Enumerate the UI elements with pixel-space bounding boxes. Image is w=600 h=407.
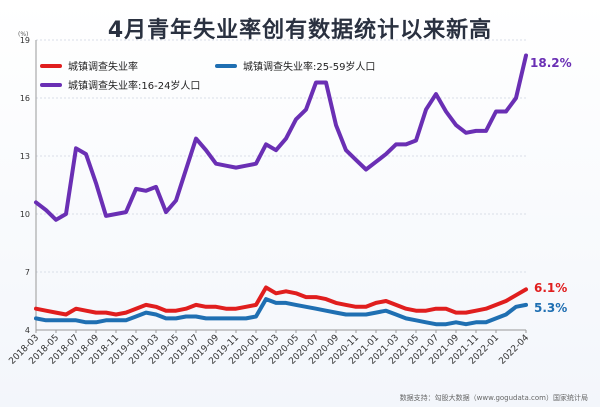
legend-label-25-59: 城镇调查失业率:25-59岁人口 <box>243 62 376 73</box>
legend-swatch-25-59 <box>215 63 237 68</box>
y-tick-label: 13 <box>20 152 30 161</box>
y-tick-label: 10 <box>20 210 30 219</box>
legend-swatch-16-24 <box>40 82 62 87</box>
legend-item-total: 城镇调查失业率 <box>40 58 138 73</box>
y-tick-label: 7 <box>25 268 30 277</box>
legend-item-25-59: 城镇调查失业率:25-59岁人口 <box>215 58 375 73</box>
y-tick-label: 19 <box>20 36 30 45</box>
end-label-25-59: 5.3% <box>534 301 568 315</box>
source-note: 数据支持：勾股大数据（www.gogudata.com）国家统计局 <box>399 394 588 402</box>
end-label-16-24: 18.2% <box>530 56 572 70</box>
y-tick-label: 16 <box>20 94 30 103</box>
legend-item-16-24: 城镇调查失业率:16-24岁人口 <box>40 77 200 92</box>
x-tick-label: 2022-04 <box>497 333 531 367</box>
y-tick-label: 4 <box>25 326 30 335</box>
series-line-16-24 <box>34 53 528 222</box>
legend-label-16-24: 城镇调查失业率:16-24岁人口 <box>68 81 201 92</box>
series-line-25-59 <box>34 297 528 327</box>
end-label-total: 6.1% <box>534 281 568 295</box>
legend-label-total: 城镇调查失业率 <box>68 62 138 73</box>
legend-swatch-total <box>40 63 62 68</box>
series-line-total <box>34 285 528 317</box>
y-axis-unit: (%) <box>18 31 28 38</box>
chart-title: 4月青年失业率创有数据统计以来新高 <box>107 18 493 43</box>
